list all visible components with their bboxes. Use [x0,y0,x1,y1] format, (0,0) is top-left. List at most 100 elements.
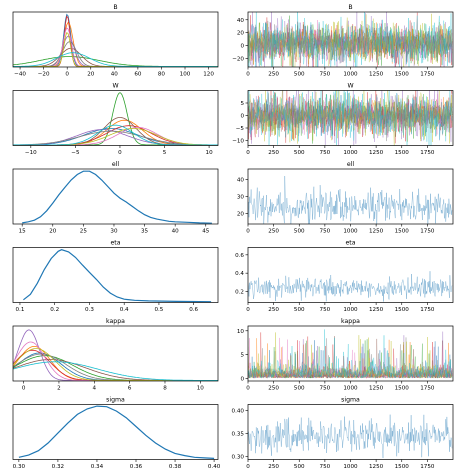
trace-line [248,12,453,67]
x-tick-label: 1500 [395,307,410,313]
x-tick-label: 1500 [395,464,410,470]
x-tick-label: 1750 [420,464,435,470]
y-tick-label: 0.35 [232,431,245,437]
plot-area [248,90,453,146]
x-tick-label: −10 [25,150,37,156]
y-tick-label: −5 [236,126,245,132]
panel-ell-trace: ell 0 250 500 750 1000 1250 1500 1750 20 30 40 [237,161,454,235]
x-tick-label: 20 [87,72,95,78]
trace-line [248,175,453,224]
y-tick-label: 0.6 [235,253,244,259]
kde-curve [13,124,218,146]
axes-frame [247,247,454,303]
x-tick-label: 60 [134,72,142,78]
x-tick-label: 5 [163,150,167,156]
x-tick-label: 0 [246,464,250,470]
axes-frame [12,168,219,225]
kde-curve [13,346,218,381]
x-tick-label: 25 [80,229,88,235]
panel-title: kappa [106,318,125,325]
y-tick-label: 20 [237,212,245,218]
x-tick-label: 1000 [343,307,358,313]
panel-sigma-kde: sigma 0.30 0.32 0.34 0.36 0.38 0.40 [13,397,221,471]
x-tick-label: 1750 [420,307,435,313]
panel-kappa-trace: kappa 0 250 500 750 1000 1250 1500 1750 0 5 10 [237,318,454,392]
x-tick-label: 1750 [420,229,435,235]
panel-title: sigma [106,397,125,404]
y-tick-label: 30 [237,195,245,201]
axes-frame [12,90,219,146]
x-tick-label: 1250 [369,229,384,235]
x-tick-label: 40 [172,229,180,235]
x-tick-label: 0.40 [208,464,221,470]
plot-area [248,271,453,302]
x-tick-label: 0 [246,72,250,78]
kde-curve [13,35,218,67]
kde-curve [18,405,215,459]
kde-curve [13,56,218,67]
panel-B-kde: B −40 −20 0 20 40 60 80 100 120 [12,4,219,78]
kde-curve [13,129,218,146]
x-tick-label: 35 [141,229,149,235]
x-tick-label: 500 [294,150,305,156]
axes-frame [12,11,219,68]
x-tick-label: 1250 [369,464,384,470]
x-tick-label: 0.5 [154,307,163,313]
panel-W-trace: W 0 250 500 750 1000 1250 1500 1750 −10 −5 0 5 [232,83,454,156]
panel-title: ell [112,161,120,168]
x-tick-label: 1000 [343,464,358,470]
panel-B-trace: B 0 250 500 750 1000 1250 1500 1750 −20 0 20 40 [232,4,454,78]
y-tick-label: 0 [240,114,244,120]
x-tick-label: 15 [19,229,27,235]
x-tick-label: 0 [22,386,26,392]
y-tick-label: 0.4 [235,271,244,277]
x-tick-label: 120 [203,72,214,78]
panel-ell-kde: ell 15 20 25 30 35 40 45 [12,161,219,235]
axes-frame [12,325,219,382]
y-tick-label: 0.2 [235,290,244,296]
x-tick-label: 1250 [369,150,384,156]
x-tick-label: 1000 [343,229,358,235]
x-tick-label: 0.34 [91,464,104,470]
x-tick-label: 0 [65,72,69,78]
x-tick-label: 0.4 [120,307,129,313]
x-tick-label: −5 [71,150,80,156]
panel-title: B [113,4,117,11]
x-tick-label: 1750 [420,72,435,78]
trace-line [248,90,453,146]
y-tick-label: 0 [240,44,244,50]
x-tick-label: 1250 [369,307,384,313]
x-tick-label: 0 [246,307,250,313]
y-tick-label: 40 [237,18,245,24]
y-tick-label: 5 [240,353,244,359]
x-tick-label: 500 [294,307,305,313]
x-tick-label: 1500 [395,72,410,78]
plot-area [22,170,212,224]
kde-curve [13,31,218,67]
kde-curve [13,130,218,146]
kde-curve [23,249,212,303]
x-tick-label: 250 [268,72,279,78]
panel-eta-trace: eta 0 250 500 750 1000 1250 1500 1750 0.2 0.4 0.6 [235,240,454,313]
x-tick-label: 1000 [343,150,358,156]
x-tick-label: 750 [320,386,331,392]
y-tick-label: −20 [232,57,244,63]
panel-title: kappa [341,318,360,325]
trace-line [248,271,453,302]
panel-title: sigma [341,397,360,404]
x-tick-label: 2 [57,386,61,392]
kde-curve [13,27,218,67]
y-tick-label: 20 [237,31,245,37]
plot-area [18,405,215,459]
x-tick-label: 80 [158,72,166,78]
panel-sigma-trace: sigma 0 250 500 750 1000 1250 1500 1750 0.30 0.35 0… [232,397,454,470]
plot-area [23,249,212,303]
x-tick-label: 1750 [420,386,435,392]
x-tick-label: 1000 [343,72,358,78]
y-tick-label: 10 [237,329,245,335]
x-tick-label: 40 [111,72,119,78]
x-tick-label: 0 [246,386,250,392]
x-tick-label: 1500 [395,386,410,392]
panel-title: ell [347,161,355,168]
x-tick-label: 0.1 [15,307,24,313]
